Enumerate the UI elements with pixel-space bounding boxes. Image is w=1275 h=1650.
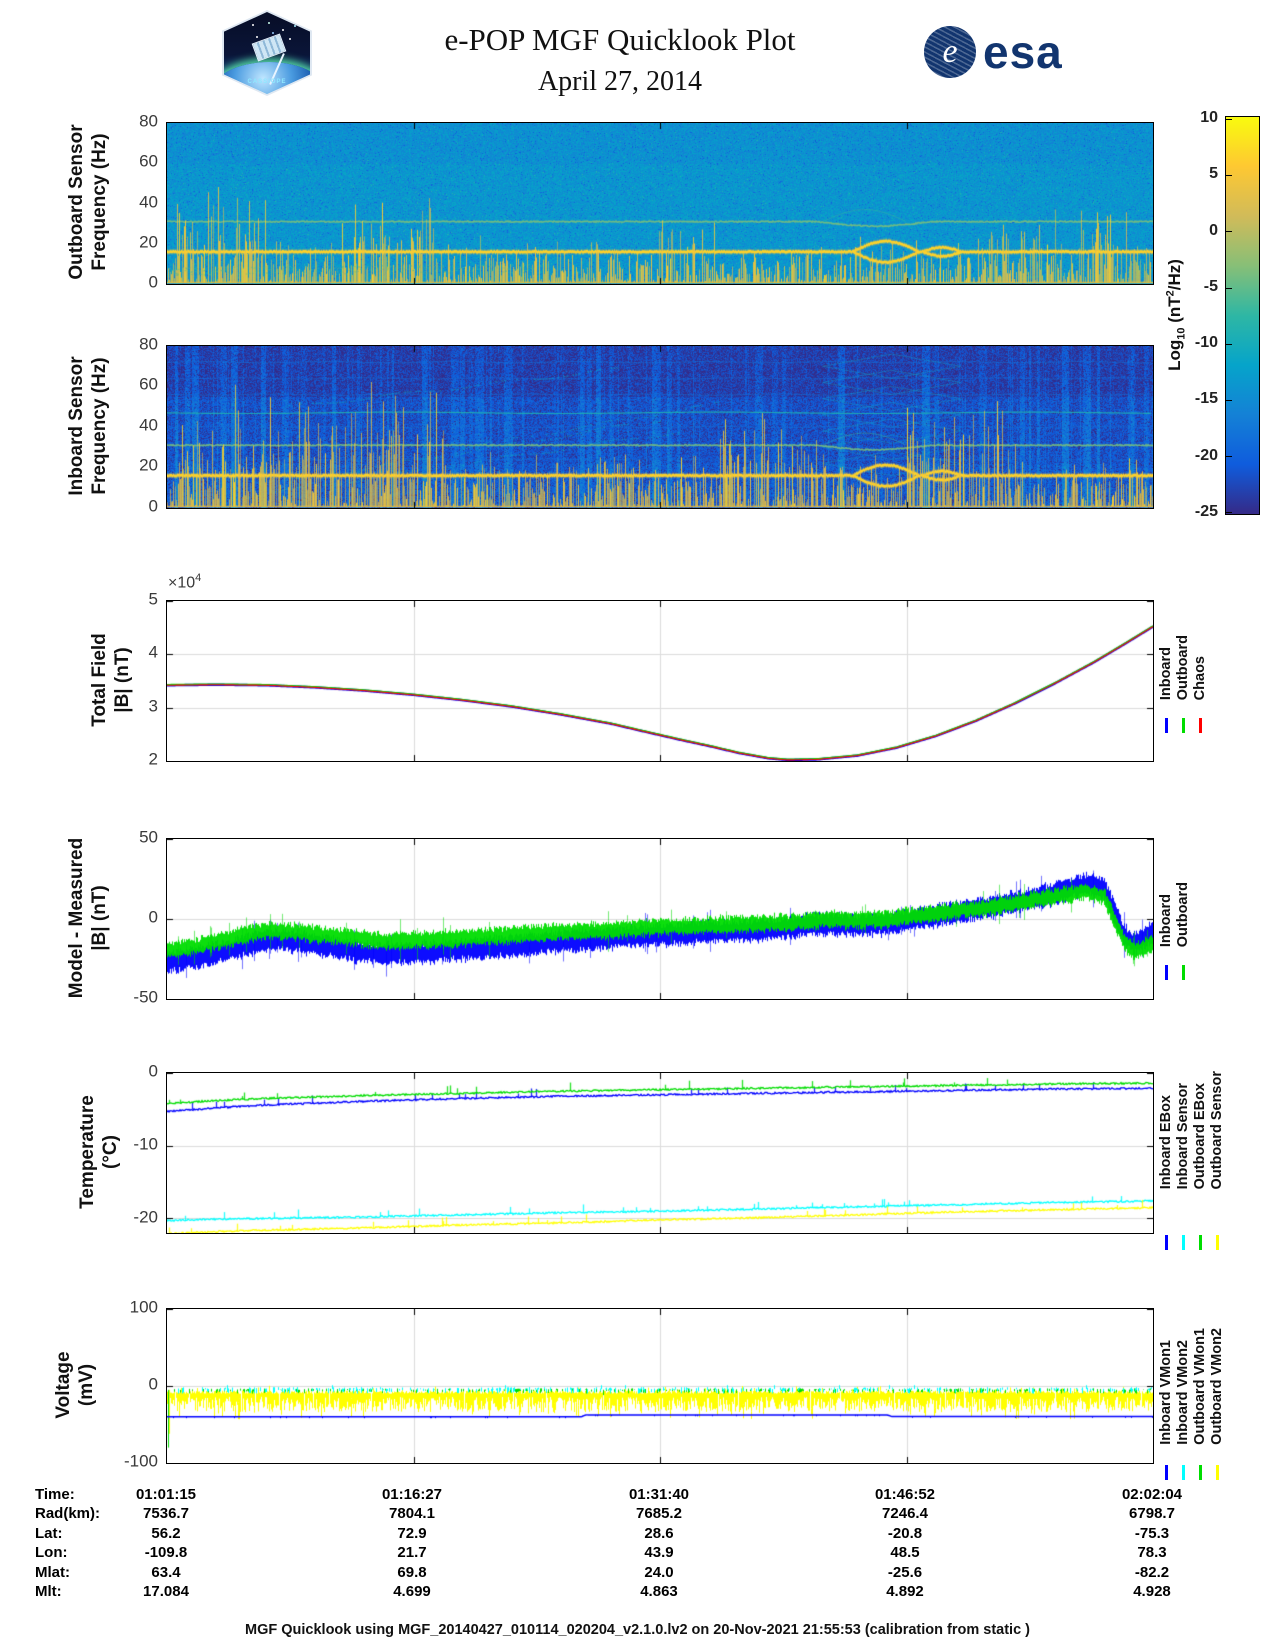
temperature-panel (166, 1072, 1154, 1234)
voltage-panel (166, 1308, 1154, 1464)
legend-marker (1199, 718, 1202, 733)
legend-marker (1182, 965, 1185, 980)
colorbar (1225, 116, 1260, 515)
table-row-time: Time: 01:01:15 01:16:27 01:31:40 01:46:5… (35, 1486, 1183, 1503)
ytick: 40 (139, 415, 158, 435)
table-row-rad: Rad(km): 7536.7 7804.1 7685.2 7246.4 679… (35, 1505, 1175, 1522)
total-field-panel (166, 600, 1154, 762)
colorbar-tick: -15 (1194, 390, 1218, 407)
temperature-legend: Inboard EBox Inboard Sensor Outboard EBo… (1158, 1070, 1226, 1250)
ytick: 60 (139, 151, 158, 171)
ytick: 60 (139, 374, 158, 394)
legend-marker (1165, 1465, 1168, 1480)
colorbar-gradient (1226, 117, 1259, 514)
ytick: 80 (139, 111, 158, 131)
legend-label: Outboard (1175, 881, 1192, 947)
ytick: 0 (148, 496, 158, 516)
ytick: 0 (148, 1061, 158, 1081)
legend-label: Inboard EBox (1158, 1094, 1175, 1189)
esa-logo: e esa (924, 26, 1063, 78)
legend-label: Chaos (1192, 655, 1209, 700)
legend-marker (1199, 1465, 1202, 1480)
legend-marker (1182, 718, 1185, 733)
voltage-legend: Inboard VMon1 Inboard VMon2 Outboard VMo… (1158, 1308, 1226, 1480)
ytick: 0 (148, 907, 158, 927)
badge-hexagon: CASSIOPE (224, 12, 310, 94)
ytick: -10 (133, 1134, 158, 1154)
ytick: 0 (148, 272, 158, 292)
badge-mission-name: CASSIOPE (247, 79, 287, 85)
model-measured-canvas (167, 839, 1153, 999)
legend-label: Outboard EBox (1192, 1082, 1209, 1189)
inboard-spectrogram-canvas (167, 346, 1153, 508)
legend-marker (1165, 1235, 1168, 1250)
page-title: e-POP MGF Quicklook Plot (444, 22, 796, 57)
plot-title-block: e-POP MGF Quicklook Plot April 27, 2014 (320, 22, 920, 98)
legend-marker (1165, 965, 1168, 980)
ytick: 20 (139, 232, 158, 252)
legend-label: Outboard Sensor (1209, 1070, 1226, 1189)
colorbar-tick: -5 (1203, 278, 1218, 295)
legend-marker (1182, 1465, 1185, 1480)
ytick: -20 (133, 1207, 158, 1227)
colorbar-label: Log10 (nT2/Hz) (1164, 259, 1188, 371)
voltage-canvas (167, 1309, 1153, 1463)
total-field-canvas (167, 601, 1153, 761)
total-field-legend: Inboard Outboard Chaos (1158, 600, 1209, 733)
inboard-spectrogram-panel (166, 345, 1154, 509)
ytick: 80 (139, 334, 158, 354)
legend-label: Inboard (1158, 893, 1175, 947)
legend-marker (1182, 1235, 1185, 1250)
ytick: 5 (148, 589, 158, 609)
esa-wordmark: esa (983, 26, 1063, 78)
colorbar-tick: 0 (1209, 222, 1218, 239)
table-row-lat: Lat: 56.2 72.9 28.6 -20.8 -75.3 (35, 1525, 1170, 1542)
ytick: 4 (148, 642, 158, 662)
ytick: 40 (139, 192, 158, 212)
plot-date: April 27, 2014 (537, 66, 703, 97)
ytick: 3 (148, 696, 158, 716)
legend-label: Inboard VMon2 (1175, 1340, 1192, 1445)
colorbar-tick: 5 (1209, 165, 1218, 182)
table-row-lon: Lon: -109.8 21.7 43.9 48.5 78.3 (35, 1544, 1167, 1561)
colorbar-tick: 10 (1200, 109, 1218, 126)
model-measured-panel (166, 838, 1154, 1000)
legend-label: Inboard Sensor (1175, 1082, 1192, 1189)
ytick: 100 (129, 1297, 158, 1317)
legend-label: Inboard (1158, 646, 1175, 700)
ytick: 50 (139, 827, 158, 847)
table-row-mlt: Mlt: 17.084 4.699 4.863 4.892 4.928 (35, 1583, 1171, 1600)
legend-marker (1199, 1235, 1202, 1250)
outboard-spectrogram-canvas (167, 123, 1153, 284)
legend-marker (1216, 1235, 1219, 1250)
legend-marker (1165, 718, 1168, 733)
outboard-spectrogram-panel (166, 122, 1154, 285)
colorbar-tick: -10 (1194, 334, 1218, 351)
ytick: 20 (139, 455, 158, 475)
cassiope-mission-badge: CASSIOPE (222, 10, 312, 96)
ytick: 2 (148, 749, 158, 769)
legend-label: Outboard VMon1 (1192, 1328, 1209, 1445)
y-axis-multiplier: ×104 (168, 572, 202, 592)
table-row-mlat: Mlat: 63.4 69.8 24.0 -25.6 -82.2 (35, 1564, 1170, 1581)
legend-marker (1216, 1465, 1219, 1480)
temperature-canvas (167, 1073, 1153, 1233)
badge-earth (224, 62, 310, 94)
ytick: -100 (123, 1451, 158, 1471)
esa-globe-icon: e (924, 26, 976, 78)
ytick: 0 (148, 1374, 158, 1394)
legend-label: Inboard VMon1 (1158, 1340, 1175, 1445)
legend-label: Outboard (1175, 634, 1192, 700)
model-measured-legend: Inboard Outboard (1158, 838, 1192, 980)
footer-provenance: MGF Quicklook using MGF_20140427_010114_… (245, 1622, 1030, 1638)
legend-label: Outboard VMon2 (1209, 1328, 1226, 1445)
colorbar-tick: -25 (1194, 503, 1218, 520)
colorbar-tick: -20 (1194, 447, 1218, 464)
ytick: -50 (133, 987, 158, 1007)
